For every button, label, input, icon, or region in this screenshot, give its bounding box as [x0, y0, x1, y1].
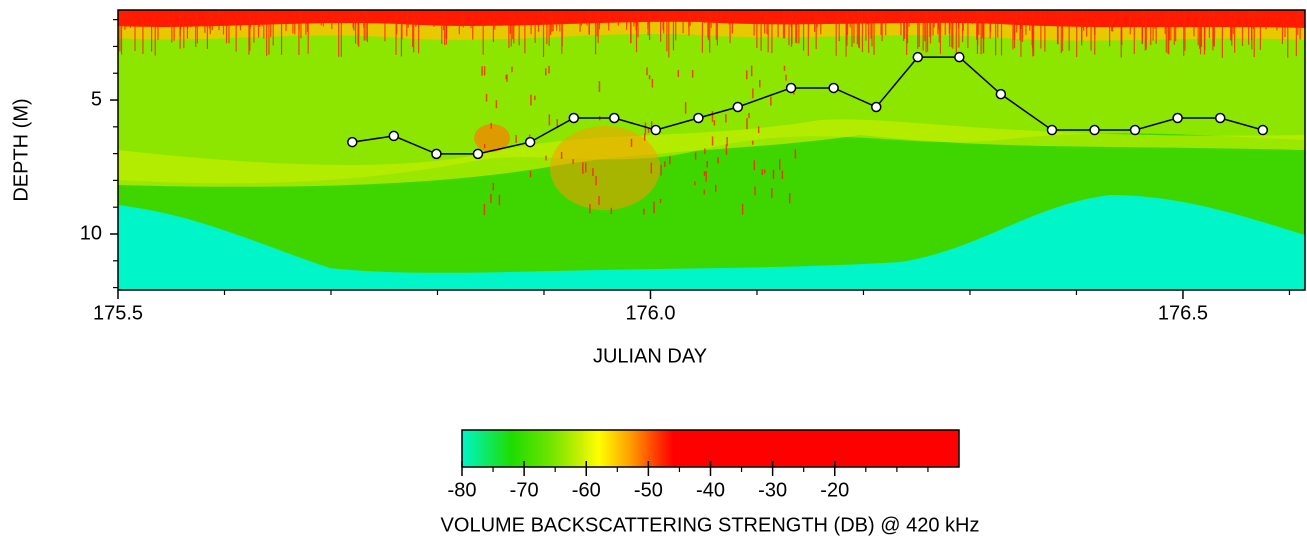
colorbar-tick-label: -80 — [448, 479, 477, 501]
field-band — [118, 119, 1305, 187]
echogram-field — [118, 10, 1305, 290]
depth-marker — [472, 148, 484, 160]
depth-marker — [1129, 124, 1141, 136]
colorbar-tick-label: -30 — [758, 479, 787, 501]
depth-marker — [693, 112, 704, 124]
depth-marker — [347, 136, 358, 148]
depth-marker — [388, 130, 400, 142]
seabed — [118, 195, 1305, 290]
x-tick-label: 176.5 — [1158, 302, 1208, 324]
colorbar-tick-label: -60 — [572, 479, 601, 501]
colorbar-tick-label: -20 — [820, 479, 849, 501]
depth-marker — [1046, 124, 1058, 136]
x-axis-label: JULIAN DAY — [593, 345, 707, 367]
depth-marker — [650, 124, 662, 136]
plot-frame — [117, 9, 1306, 291]
depth-marker — [954, 51, 965, 63]
depth-line — [352, 56, 1264, 155]
depth-marker — [870, 101, 882, 113]
x-tick-label: 176.0 — [625, 302, 675, 324]
depth-marker — [828, 82, 839, 94]
colorbar-label: VOLUME BACKSCATTERING STRENGTH (DB) @ 42… — [441, 514, 980, 536]
depth-marker — [1257, 124, 1269, 136]
depth-marker — [431, 148, 442, 160]
colorbar-tick-label: -70 — [510, 479, 539, 501]
field-patch — [474, 124, 510, 152]
colorbar-tick-label: -40 — [696, 479, 725, 501]
depth-marker — [785, 82, 797, 94]
depth-marker — [1089, 124, 1100, 136]
y-tick-label: 5 — [91, 88, 102, 110]
colorbar-tick-label: -50 — [634, 479, 663, 501]
depth-marker — [912, 51, 924, 63]
depth-marker — [1172, 112, 1183, 124]
field-upper — [118, 10, 1305, 184]
x-tick-label: 175.5 — [93, 302, 143, 324]
depth-marker — [524, 136, 536, 148]
depth-marker — [1214, 112, 1226, 124]
depth-marker — [568, 112, 580, 124]
depth-marker — [609, 112, 620, 124]
field-patch — [550, 126, 660, 210]
colorbar — [461, 429, 960, 468]
depth-marker — [732, 101, 744, 113]
depth-marker — [995, 88, 1007, 100]
y-axis-label: DEPTH (M) — [10, 98, 32, 201]
y-tick-label: 10 — [80, 222, 102, 244]
noise — [118, 10, 1302, 216]
